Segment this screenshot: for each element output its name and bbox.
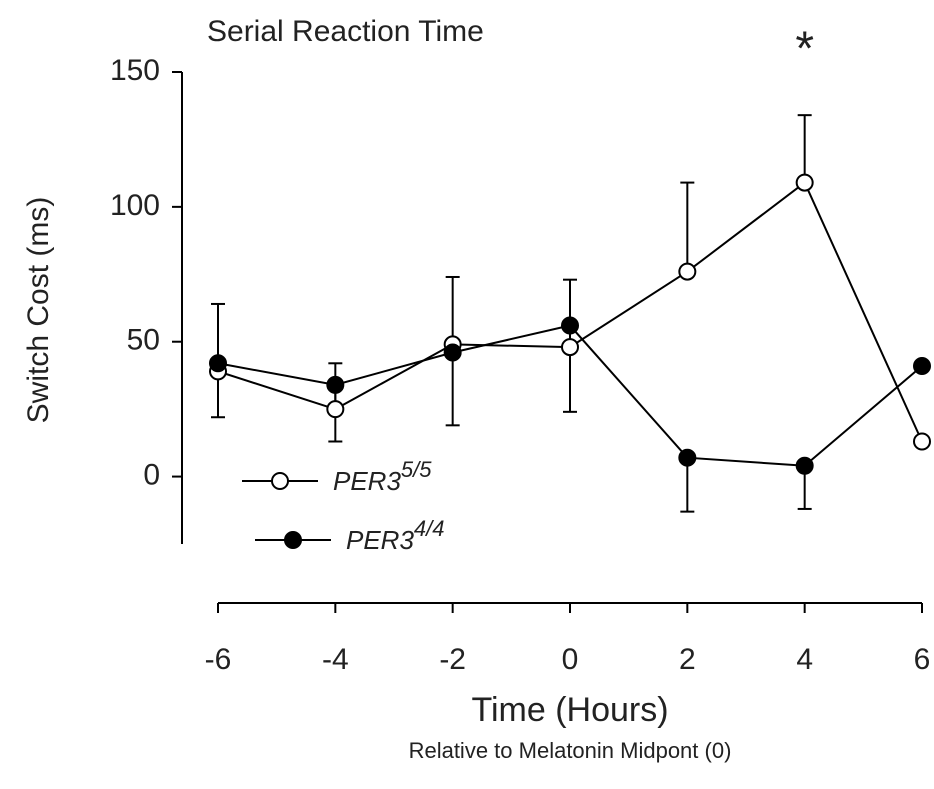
data-point <box>913 432 931 451</box>
data-point <box>678 448 697 467</box>
data-point <box>443 343 462 362</box>
legend-entry: PER35/5 <box>242 457 432 496</box>
x-axis-sublabel: Relative to Melatonin Midpont (0) <box>409 738 732 763</box>
y-tick-label: 0 <box>143 458 160 491</box>
y-tick-label: 50 <box>127 324 160 357</box>
x-tick-label: -2 <box>439 643 466 676</box>
y-tick-label: 150 <box>110 54 160 87</box>
legend-marker <box>284 531 302 549</box>
x-tick-label: 0 <box>562 643 579 676</box>
legend-label: PER35/5 <box>333 457 432 496</box>
legend-superscript: 4/4 <box>414 516 445 541</box>
data-point <box>561 316 579 335</box>
y-axis-label: Switch Cost (ms) <box>22 197 55 424</box>
x-tick-label: 6 <box>914 643 931 676</box>
data-point <box>913 356 931 375</box>
x-axis-label: Time (Hours) <box>471 691 668 729</box>
legend-label: PER34/4 <box>346 516 445 555</box>
y-tick-label: 100 <box>110 189 160 222</box>
data-point <box>561 338 579 357</box>
legend-marker <box>271 472 289 490</box>
annotation: * <box>795 23 814 76</box>
x-tick-label: -4 <box>322 643 349 676</box>
x-tick-label: 2 <box>679 643 696 676</box>
x-tick-label: 4 <box>796 643 813 676</box>
data-point <box>326 400 345 419</box>
legend-name: PER3 <box>333 466 401 496</box>
chart-title: Serial Reaction Time <box>207 15 484 48</box>
x-tick-label: -6 <box>205 643 232 676</box>
data-point <box>795 173 814 192</box>
legend-entry: PER34/4 <box>255 516 445 555</box>
legend-name: PER3 <box>346 525 414 555</box>
data-point <box>678 262 697 281</box>
data-point <box>795 456 814 475</box>
legend-superscript: 5/5 <box>401 457 432 482</box>
data-point <box>326 375 345 394</box>
data-point <box>209 354 227 373</box>
